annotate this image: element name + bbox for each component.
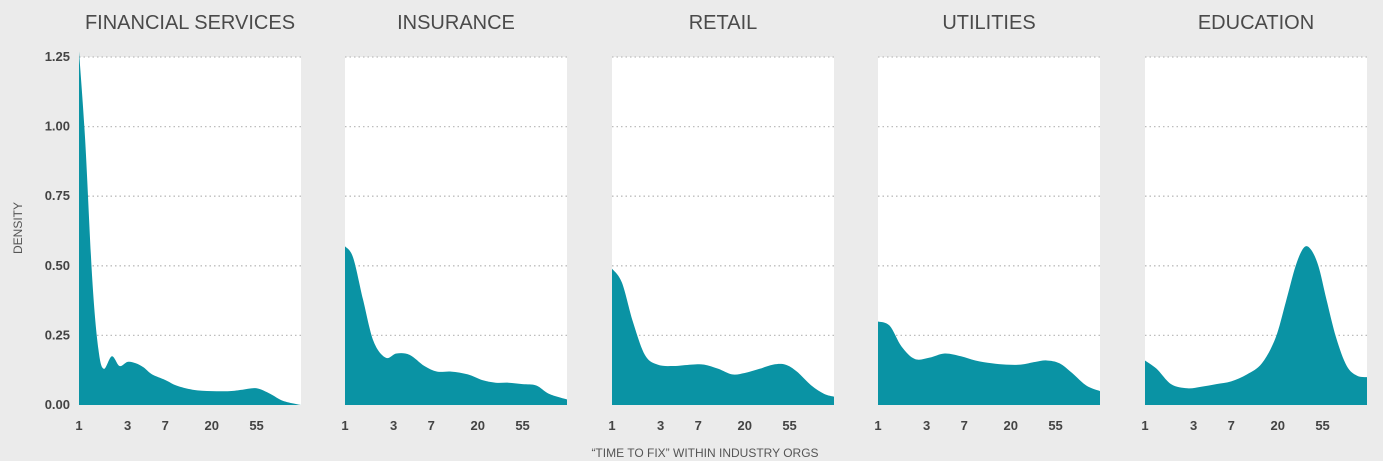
x-tick-label: 3	[390, 418, 397, 433]
x-tick-label: 7	[961, 418, 968, 433]
panel-title: RETAIL	[689, 12, 758, 34]
y-tick-label: 1.25	[45, 49, 70, 64]
y-tick-label: 0.25	[45, 327, 70, 342]
x-tick-label: 55	[782, 418, 796, 433]
x-tick-label: 7	[695, 418, 702, 433]
y-axis-ticks: 0.00 0.25 0.50 0.75 1.00 1.25	[45, 49, 70, 412]
x-tick-label: 55	[1315, 418, 1329, 433]
panel-title: EDUCATION	[1198, 12, 1314, 34]
x-tick-label: 3	[124, 418, 131, 433]
x-tick-label: 55	[515, 418, 529, 433]
facet-panel: INSURANCE 1 3 7 20 55	[341, 12, 567, 433]
facet-panel: EDUCATION 1 3 7 20 55	[1141, 12, 1367, 433]
panel-background	[612, 57, 834, 405]
x-tick-label: 55	[1048, 418, 1062, 433]
y-tick-label: 0.75	[45, 188, 70, 203]
x-tick-label: 1	[608, 418, 615, 433]
facet-panel: FINANCIAL SERVICES 1 3 7 20 55	[75, 12, 301, 433]
density-area	[612, 268, 834, 405]
x-tick-label: 20	[204, 418, 218, 433]
y-tick-label: 0.00	[45, 397, 70, 412]
panel-title: FINANCIAL SERVICES	[85, 12, 295, 34]
density-area	[878, 321, 1100, 405]
panel-background	[79, 57, 301, 405]
x-tick-label: 1	[874, 418, 881, 433]
x-tick-label: 20	[1270, 418, 1284, 433]
chart-panels: FINANCIAL SERVICES 1 3 7 20 55 INSURANCE 1 3 7 20 5…	[75, 12, 1367, 433]
y-tick-label: 0.50	[45, 258, 70, 273]
panel-background	[345, 57, 567, 405]
density-area	[345, 246, 567, 405]
x-tick-label: 3	[923, 418, 930, 433]
y-axis-label: DENSITY	[11, 202, 25, 254]
x-tick-label: 20	[1003, 418, 1017, 433]
panel-title: UTILITIES	[942, 12, 1035, 34]
x-tick-label: 7	[1228, 418, 1235, 433]
x-tick-label: 1	[1141, 418, 1148, 433]
x-tick-label: 1	[341, 418, 348, 433]
panel-background	[878, 57, 1100, 405]
facet-panel: UTILITIES 1 3 7 20 55	[874, 12, 1100, 433]
facet-panel: RETAIL 1 3 7 20 55	[608, 12, 834, 433]
x-tick-label: 7	[428, 418, 435, 433]
density-area	[1145, 246, 1367, 405]
x-tick-label: 7	[162, 418, 169, 433]
x-tick-label: 1	[75, 418, 82, 433]
x-tick-label: 20	[737, 418, 751, 433]
x-axis-label: “TIME TO FIX” WITHIN INDUSTRY ORGS	[591, 446, 818, 460]
panel-title: INSURANCE	[397, 12, 515, 34]
x-tick-label: 3	[1190, 418, 1197, 433]
density-area	[79, 51, 301, 406]
x-tick-label: 20	[470, 418, 484, 433]
y-tick-label: 1.00	[45, 119, 70, 134]
x-tick-label: 3	[657, 418, 664, 433]
x-tick-label: 55	[249, 418, 263, 433]
